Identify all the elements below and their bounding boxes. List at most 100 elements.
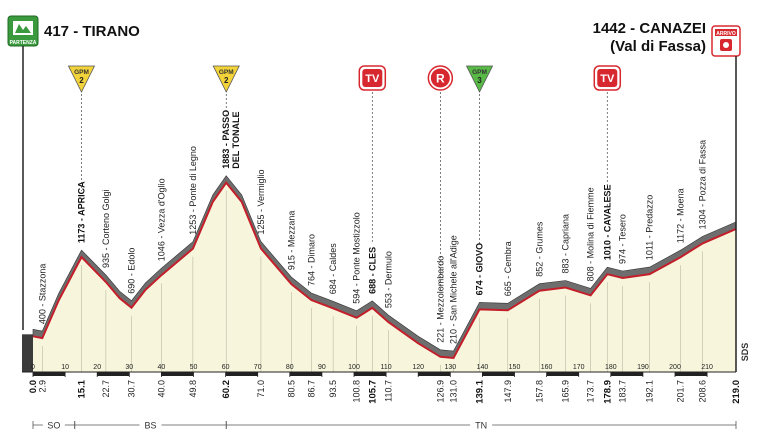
km-gridlines — [42, 190, 703, 372]
km-label: 147.9 — [503, 380, 513, 403]
axis-tick-label: 30 — [125, 364, 133, 371]
km-label: 22.7 — [101, 380, 111, 398]
refreshment-label: R — [436, 72, 445, 86]
km-label: 110.7 — [383, 380, 393, 402]
km-label: 60.2 — [221, 380, 232, 399]
region-brackets: SO BS TN — [32, 419, 737, 431]
tv-icon-inner — [597, 69, 618, 87]
km-label: 100.8 — [352, 380, 362, 403]
waypoint-label: 764 - Dimaro — [306, 234, 316, 286]
waypoint-label: 674 - GIOVO — [475, 243, 485, 296]
km-label: 93.5 — [328, 380, 338, 398]
km-label: 192.1 — [645, 380, 655, 403]
start-badge-label: PARTENZA — [10, 40, 37, 46]
axis-tick-label: 120 — [412, 364, 424, 371]
km-label: 165.9 — [561, 380, 571, 403]
finish-badge-icon: ARRIVO — [711, 25, 741, 57]
axis-tick-label: 190 — [637, 364, 649, 371]
axis-tick-label: 160 — [541, 364, 553, 371]
axis-segment — [225, 372, 258, 376]
axis-tick-label: 0 — [31, 364, 35, 371]
waypoint-label: 1883 - PASSO — [221, 110, 231, 169]
tv-label: TV — [365, 73, 380, 85]
waypoint-label: 594 - Ponte Mostizzolo — [352, 212, 362, 304]
km-axis: 0 10 20 30 40 50 60 70 80 90 100 110 120 130 140 150 160… — [22, 364, 736, 377]
sds-label: SDS — [740, 343, 750, 362]
tv-label: TV — [600, 73, 615, 85]
axis-segment — [289, 372, 322, 376]
waypoint-label: 1010 - CAVALESE — [602, 184, 612, 260]
gpm-label: GPM — [74, 69, 89, 76]
gpm-triangle-icon — [212, 65, 240, 93]
waypoint-label: 1253 - Ponte di Legno — [188, 146, 198, 235]
axis-segment — [161, 372, 194, 376]
region-label: TN — [475, 421, 487, 431]
waypoint-label: 915 - Mezzana — [286, 211, 296, 271]
km-label: 139.1 — [475, 379, 486, 403]
waypoint-label: 1304 - Pozza di Fassa — [698, 140, 708, 230]
km-label: 40.0 — [156, 380, 166, 398]
axis-tick-label: 110 — [381, 364, 392, 371]
axis-tick-label: 210 — [701, 364, 713, 371]
region-label-bg — [42, 419, 65, 431]
region-label-bg — [470, 419, 493, 431]
region-label-bg — [139, 419, 162, 431]
axis-tick-label: 50 — [190, 364, 198, 371]
waypoint-label: 210 - San Michele all'Adige — [449, 235, 459, 344]
axis-segment — [418, 372, 451, 376]
waypoint-labels: 400 - Stazzona 1173 - APRICA 935 - Corteno… — [37, 110, 707, 344]
axis-segment — [33, 372, 66, 376]
km-labels: 0.02.9 15.1 22.7 30.7 40.0 49.8 60.2 71.0 80.5 86… — [28, 379, 742, 403]
waypoint-label: 883 - Capriana — [561, 214, 571, 274]
gpm-triangle-icon — [465, 65, 494, 93]
km-label: 126.9 — [435, 380, 445, 403]
waypoint-label: 690 - Edolo — [127, 248, 137, 294]
start-title: 417 - TIRANO — [44, 23, 140, 40]
waypoint-label: 1255 - Vermiglio — [256, 169, 266, 234]
km-label: 71.0 — [256, 380, 266, 398]
start-badge-icon: PARTENZA — [7, 15, 39, 47]
waypoint-label: 1046 - Vezza d'Oglio — [156, 178, 166, 261]
region-label: SO — [47, 421, 60, 431]
km-label: 15.1 — [77, 379, 88, 398]
gpm-category: 2 — [224, 76, 229, 85]
waypoint-label: 665 - Cembra — [503, 241, 513, 296]
waypoint-label: 400 - Stazzona — [37, 264, 47, 325]
axis-tick-label: 10 — [61, 364, 69, 371]
km-label: 2.9 — [37, 380, 47, 393]
region-label: BS — [144, 421, 156, 431]
waypoint-label: 852 - Grumes — [535, 221, 545, 277]
waypoint-label: 808 - Molina di Fiemme — [586, 187, 596, 281]
axis-tick-label: 70 — [254, 364, 262, 371]
profile-fill-area — [33, 182, 736, 372]
waypoint-label: 553 - Dermulo — [383, 251, 393, 308]
finish-title: 1442 - CANAZEI — [593, 20, 706, 37]
axis-tick-label: 150 — [509, 364, 521, 371]
axis-segment — [354, 372, 387, 376]
waypoint-label: 221 - Mezzolombardo — [435, 256, 445, 343]
km-label: 157.8 — [535, 380, 545, 403]
km-label: 105.7 — [367, 380, 378, 404]
km-label: 30.7 — [127, 380, 137, 398]
axis-tick-label: 60 — [222, 364, 230, 371]
km-label: 201.7 — [676, 380, 686, 403]
axis-segment — [97, 372, 130, 376]
axis-tick-label: 100 — [348, 364, 360, 371]
gpm-label: GPM — [219, 69, 234, 76]
km-label: 86.7 — [306, 380, 316, 398]
waypoint-label: 935 - Corteno Golgi — [101, 189, 111, 268]
km-label: 173.7 — [586, 380, 596, 403]
waypoint-label: 688 - CLES — [367, 247, 377, 294]
axis-tick-label: 40 — [158, 364, 166, 371]
km-label: 131.0 — [449, 380, 459, 403]
axis-segment — [610, 372, 643, 376]
gpm-label: GPM — [472, 69, 487, 76]
gpm-category: 2 — [79, 76, 84, 85]
axis-tick-label: 20 — [93, 364, 101, 371]
axis-segment — [675, 372, 708, 376]
finish-subtitle: (Val di Fassa) — [610, 38, 706, 55]
axis-tick-label: 140 — [477, 364, 489, 371]
waypoint-label: 1011 - Predazzo — [645, 195, 655, 260]
